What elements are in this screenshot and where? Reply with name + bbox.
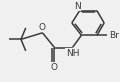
Text: NH: NH bbox=[66, 49, 79, 58]
Text: Br: Br bbox=[109, 31, 119, 40]
Text: O: O bbox=[39, 23, 46, 32]
Text: O: O bbox=[51, 63, 58, 72]
Text: N: N bbox=[74, 2, 81, 11]
